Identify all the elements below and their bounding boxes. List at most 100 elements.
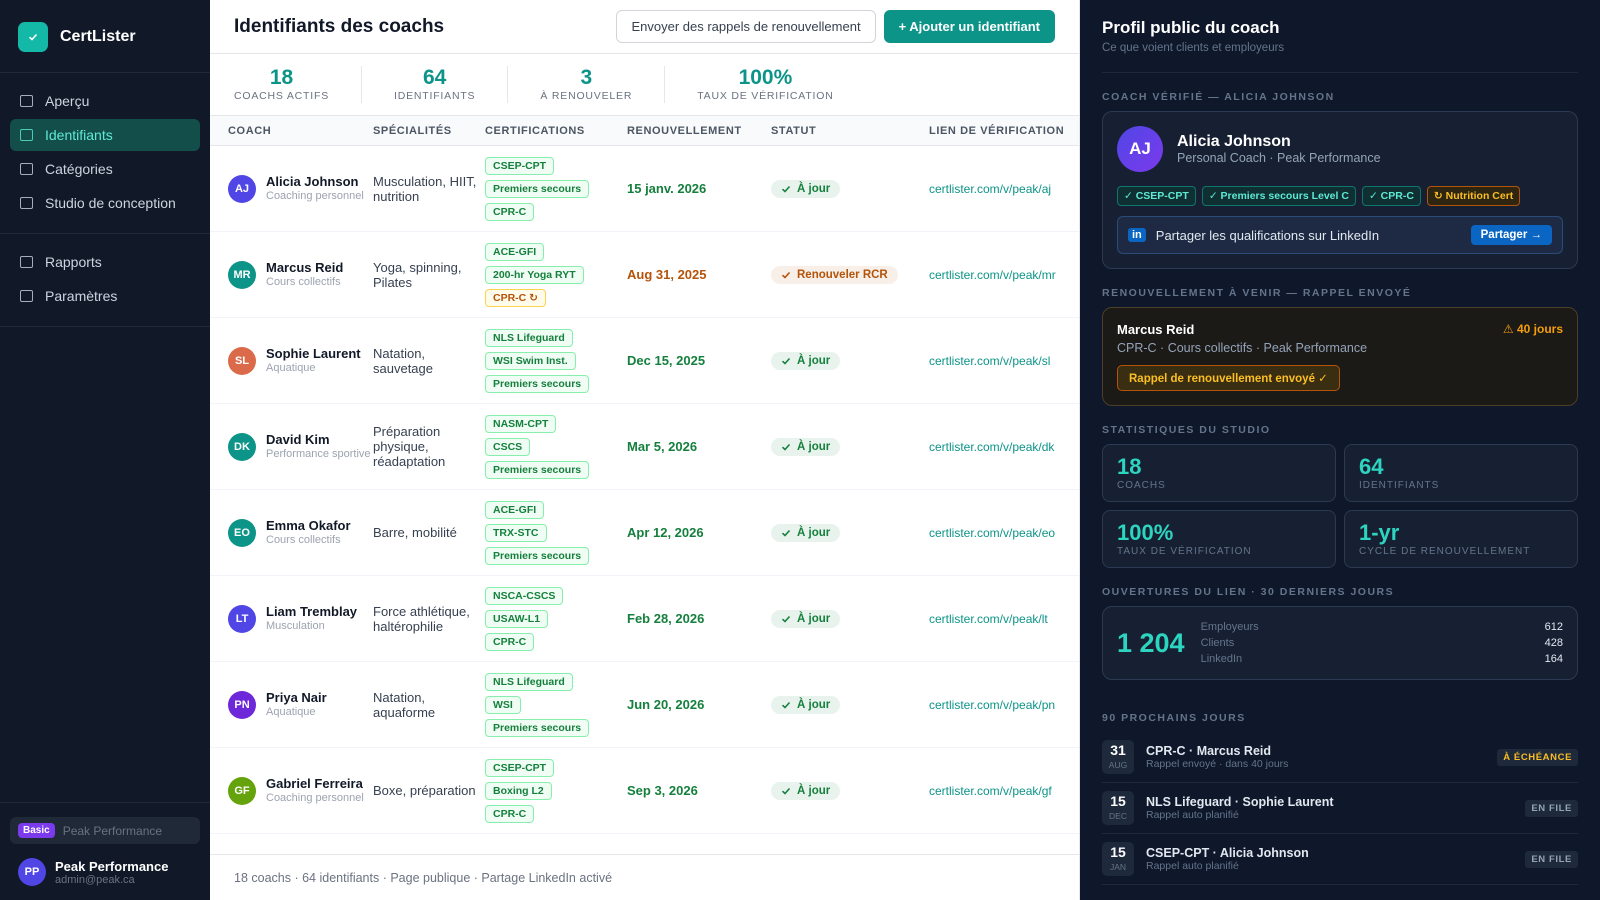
status-pill: À jour (771, 695, 841, 714)
verification-link[interactable]: certlister.com/v/peak/sl (929, 353, 1051, 368)
check-icon (781, 529, 791, 537)
cert-badge: CPR-C (485, 632, 535, 651)
profile-card: AJ Alicia Johnson Personal Coach · Peak Pe… (1102, 111, 1578, 269)
sidebar: CertLister Aperçu Identifiants Catégories St… (0, 0, 210, 900)
profile-name: Alicia Johnson (1177, 133, 1291, 150)
nav-group: Aperçu Identifiants Catégories Studio de co… (0, 73, 210, 234)
avatar: PN (228, 690, 256, 719)
verification-link[interactable]: certlister.com/v/peak/lt (929, 611, 1048, 626)
breakdown-row: Clients 428 (1201, 635, 1563, 651)
upcoming-item[interactable]: 31 AUG CPR-C · Marcus Reid Rappel envoyé · … (1102, 732, 1578, 783)
tile-label: IDENTIFIANTS (1359, 480, 1440, 491)
user-name: Peak Performance (55, 858, 169, 874)
cert-badge: WSI Swim Inst. (485, 351, 576, 370)
upcoming-sub: Rappel auto planifié (1146, 860, 1239, 872)
status-text: À jour (797, 440, 831, 453)
upcoming-title: CSEP-CPT · Alicia Johnson (1146, 846, 1309, 860)
status-pill: À jour (771, 523, 841, 542)
cert-badge: ↻ Nutrition Cert (1426, 186, 1521, 206)
day: 15 (1110, 793, 1126, 809)
month: JAN (1109, 862, 1127, 872)
avatar: SL (228, 346, 256, 375)
table-row[interactable]: GF Gabriel Ferreira Coaching personnel Boxe… (210, 748, 1079, 834)
count: 612 (1544, 621, 1563, 633)
table-row[interactable]: PN Priya Nair Aquatique Natation, aquaforme… (210, 662, 1079, 748)
table-row[interactable]: MR Marcus Reid Cours collectifs Yoga, spinn… (210, 232, 1079, 318)
check-icon (781, 443, 791, 451)
renewal: Apr 12, 2026 (627, 525, 704, 540)
button[interactable]: + Ajouter un identifiant (883, 10, 1055, 43)
cert-badge: ACE-GFI (485, 242, 545, 261)
nav-item[interactable]: Catégories (10, 153, 200, 185)
cert-badge: WSI (485, 695, 521, 714)
nav-item[interactable]: Aperçu (10, 85, 200, 117)
cert-badge: TRX-STC (485, 523, 547, 542)
cert-badge: Premiers secours (485, 546, 590, 565)
coach-role: Cours collectifs (266, 276, 341, 288)
verification-link[interactable]: certlister.com/v/peak/eo (929, 525, 1056, 540)
header: Identifiants des coachs Envoyer des rappe… (210, 0, 1079, 54)
certifications: NSCA-CSCS USAW-L1 CPR-C (485, 586, 627, 651)
nav-label: Rapports (45, 254, 102, 270)
profile-panel: Profil public du coach Ce que voient clie… (1080, 0, 1600, 900)
upcoming-item[interactable]: 15 DEC NLS Lifeguard · Sophie Laurent Rappe… (1102, 783, 1578, 834)
avatar: PP (18, 858, 46, 886)
coach-name: Emma Okafor (266, 518, 351, 533)
opens-breakdown: Employeurs 612 Clients 428 LinkedIn 164 (1201, 619, 1563, 667)
upcoming-sub: Rappel auto planifié (1146, 809, 1239, 821)
nav-item[interactable]: Identifiants (10, 119, 200, 151)
verification-link[interactable]: certlister.com/v/peak/pn (929, 697, 1056, 712)
nav-item[interactable]: Studio de conception (10, 187, 200, 219)
verification-link[interactable]: certlister.com/v/peak/dk (929, 439, 1055, 454)
table-body: AJ Alicia Johnson Coaching personnel Muscul… (210, 146, 1079, 854)
upcoming-info: NLS Lifeguard · Sophie Laurent Rappel aut… (1146, 795, 1334, 821)
table-row[interactable]: AJ Alicia Johnson Coaching personnel Muscul… (210, 146, 1079, 232)
nav-item[interactable]: Paramètres (10, 280, 200, 312)
cert-badge: ✓ CPR-C (1361, 186, 1421, 206)
stat-tile: 1-yr CYCLE DE RENOUVELLEMENT (1344, 510, 1578, 568)
section-label: COACH VÉRIFIÉ — ALICIA JOHNSON (1102, 91, 1335, 103)
month: DEC (1109, 811, 1127, 821)
section-label: RENOUVELLEMENT À VENIR — RAPPEL ENVOYÉ (1102, 287, 1412, 299)
stat-label: IDENTIFIANTS (394, 90, 476, 102)
nav-icon (20, 290, 33, 302)
cert-badge: Boxing L2 (485, 781, 552, 800)
status-pill: À jour (771, 179, 841, 198)
tile-label: COACHS (1117, 480, 1166, 491)
check-icon (28, 33, 38, 41)
count: 428 (1544, 637, 1563, 649)
breakdown-row: LinkedIn 164 (1201, 651, 1563, 667)
stat-tile: 18 COACHS (1102, 444, 1336, 502)
coach-info: Gabriel Ferreira Coaching personnel (266, 776, 364, 805)
table-row[interactable]: EO Emma Okafor Cours collectifs Barre, mobi… (210, 490, 1079, 576)
table-row[interactable]: LT Liam Tremblay Musculation Force athlétiq… (210, 576, 1079, 662)
column-header: CERTIFICATIONS (485, 124, 585, 137)
coach-role: Coaching personnel (266, 792, 364, 804)
status-cell: À jour (771, 437, 929, 456)
renewal: Jun 20, 2026 (627, 697, 705, 712)
renewal: 15 janv. 2026 (627, 181, 707, 196)
button[interactable]: Envoyer des rappels de renouvellement (616, 10, 876, 43)
breakdown-row: Employeurs 612 (1201, 619, 1563, 635)
verification-link[interactable]: certlister.com/v/peak/mr (929, 267, 1056, 282)
coach-name: Marcus Reid (266, 260, 344, 275)
table-row[interactable]: DK David Kim Performance sportive Préparati… (210, 404, 1079, 490)
coach: LT Liam Tremblay Musculation (228, 604, 373, 633)
table-row[interactable]: SL Sophie Laurent Aquatique Natation, sauve… (210, 318, 1079, 404)
check-icon (781, 271, 791, 279)
reminder-button[interactable]: Rappel de renouvellement envoyé ✓ (1117, 365, 1340, 391)
upcoming-item[interactable]: 15 JAN CSEP-CPT · Alicia Johnson Rappel aut… (1102, 834, 1578, 885)
nav-item[interactable]: Rapports (10, 246, 200, 278)
share-button[interactable]: Partager → (1470, 225, 1552, 245)
nav-icon (20, 129, 33, 141)
cert-badge: Premiers secours (485, 460, 590, 479)
verification-link[interactable]: certlister.com/v/peak/gf (929, 783, 1052, 798)
specialties: Musculation, HIIT, nutrition (373, 173, 477, 204)
verification-link[interactable]: certlister.com/v/peak/aj (929, 181, 1052, 196)
cert-badge: ✓ CSEP-CPT (1117, 186, 1196, 206)
month: AUG (1108, 760, 1128, 770)
user[interactable]: PP Peak Performance admin@peak.ca (10, 844, 200, 886)
cert-badge: NLS Lifeguard (485, 672, 573, 691)
renewal-detail: CPR-C · Cours collectifs · Peak Performa… (1117, 341, 1368, 355)
